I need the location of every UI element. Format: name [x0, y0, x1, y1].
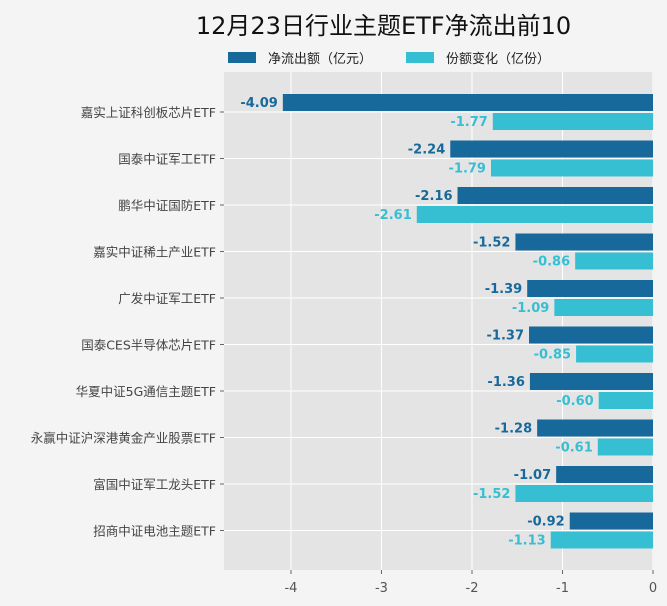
data-label: -1.79: [449, 162, 486, 177]
bar-share-change: [597, 438, 653, 456]
x-tick-label: -3: [375, 581, 388, 596]
bar-share-change: [576, 345, 653, 363]
data-label: -0.85: [534, 348, 571, 363]
category-label: 鹏华中证国防ETF: [118, 198, 216, 213]
x-tick-label: -2: [466, 581, 479, 596]
data-label: -1.09: [512, 301, 549, 316]
category-label: 国泰CES半导体芯片ETF: [81, 338, 216, 353]
category-label: 永赢中证沪深港黄金产业股票ETF: [31, 431, 216, 446]
bar-net-outflow: [537, 419, 653, 437]
legend-item-share-change: 份额变化（亿份）: [406, 48, 550, 67]
data-label: -1.37: [487, 329, 524, 344]
data-label: -4.09: [240, 96, 277, 111]
data-label: -1.28: [495, 422, 532, 437]
bar-share-change: [575, 252, 653, 270]
data-label: -2.61: [374, 208, 411, 223]
x-tick-label: 0: [649, 581, 657, 596]
bar-share-change: [490, 159, 653, 177]
data-label: -1.36: [487, 375, 524, 390]
data-label: -2.16: [415, 189, 452, 204]
legend-label: 份额变化（亿份）: [446, 52, 551, 67]
bar-net-outflow: [529, 326, 653, 344]
bar-share-change: [554, 299, 653, 316]
bar-net-outflow: [457, 187, 653, 204]
bar-net-outflow: [569, 512, 653, 530]
bar-net-outflow: [450, 140, 653, 158]
x-tick-label: -4: [284, 581, 297, 596]
bar-net-outflow: [515, 233, 653, 251]
bar-share-change: [492, 113, 653, 130]
x-tick-label: -1: [556, 581, 569, 596]
category-label: 嘉实中证稀土产业ETF: [93, 245, 216, 260]
category-label: 招商中证电池主题ETF: [93, 524, 216, 539]
bar-net-outflow: [556, 466, 653, 483]
category-label: 广发中证军工ETF: [118, 291, 216, 306]
data-label: -0.92: [527, 515, 564, 530]
data-label: -1.07: [514, 468, 551, 483]
data-label: -1.52: [473, 487, 510, 502]
bar-share-change: [416, 206, 653, 223]
data-label: -0.60: [556, 394, 593, 409]
data-label: -1.13: [508, 534, 545, 549]
category-label: 华夏中证5G通信主题ETF: [76, 384, 216, 399]
data-label: -0.61: [555, 441, 592, 456]
bar-share-change: [550, 531, 653, 549]
legend-swatch: [406, 52, 434, 63]
data-label: -2.24: [408, 143, 445, 158]
legend-item-net-outflow: 净流出额（亿元）: [228, 48, 372, 67]
bar-net-outflow: [529, 373, 653, 390]
bar-share-change: [515, 485, 653, 502]
bar-net-outflow: [527, 280, 653, 297]
category-label: 嘉实上证科创板芯片ETF: [81, 105, 216, 120]
category-label: 富国中证军工龙头ETF: [93, 477, 216, 492]
data-label: -1.39: [485, 282, 522, 297]
data-label: -1.77: [450, 115, 487, 130]
data-label: -0.86: [533, 255, 570, 270]
category-label: 国泰中证军工ETF: [118, 152, 216, 167]
legend-label: 净流出额（亿元）: [268, 52, 373, 67]
chart-title: 12月23日行业主题ETF净流出前10: [195, 12, 572, 40]
bar-share-change: [598, 392, 653, 409]
legend-swatch: [228, 52, 256, 63]
data-label: -1.52: [473, 236, 510, 251]
bar-net-outflow: [282, 94, 653, 111]
